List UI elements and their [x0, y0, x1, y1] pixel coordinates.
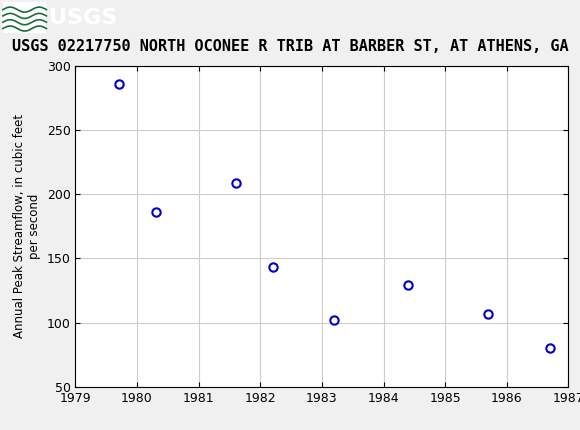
FancyBboxPatch shape — [3, 2, 46, 33]
Text: USGS: USGS — [49, 7, 118, 28]
Y-axis label: Annual Peak Streamflow, in cubic feet
per second: Annual Peak Streamflow, in cubic feet pe… — [13, 114, 41, 338]
Text: USGS 02217750 NORTH OCONEE R TRIB AT BARBER ST, AT ATHENS, GA: USGS 02217750 NORTH OCONEE R TRIB AT BAR… — [12, 39, 568, 54]
